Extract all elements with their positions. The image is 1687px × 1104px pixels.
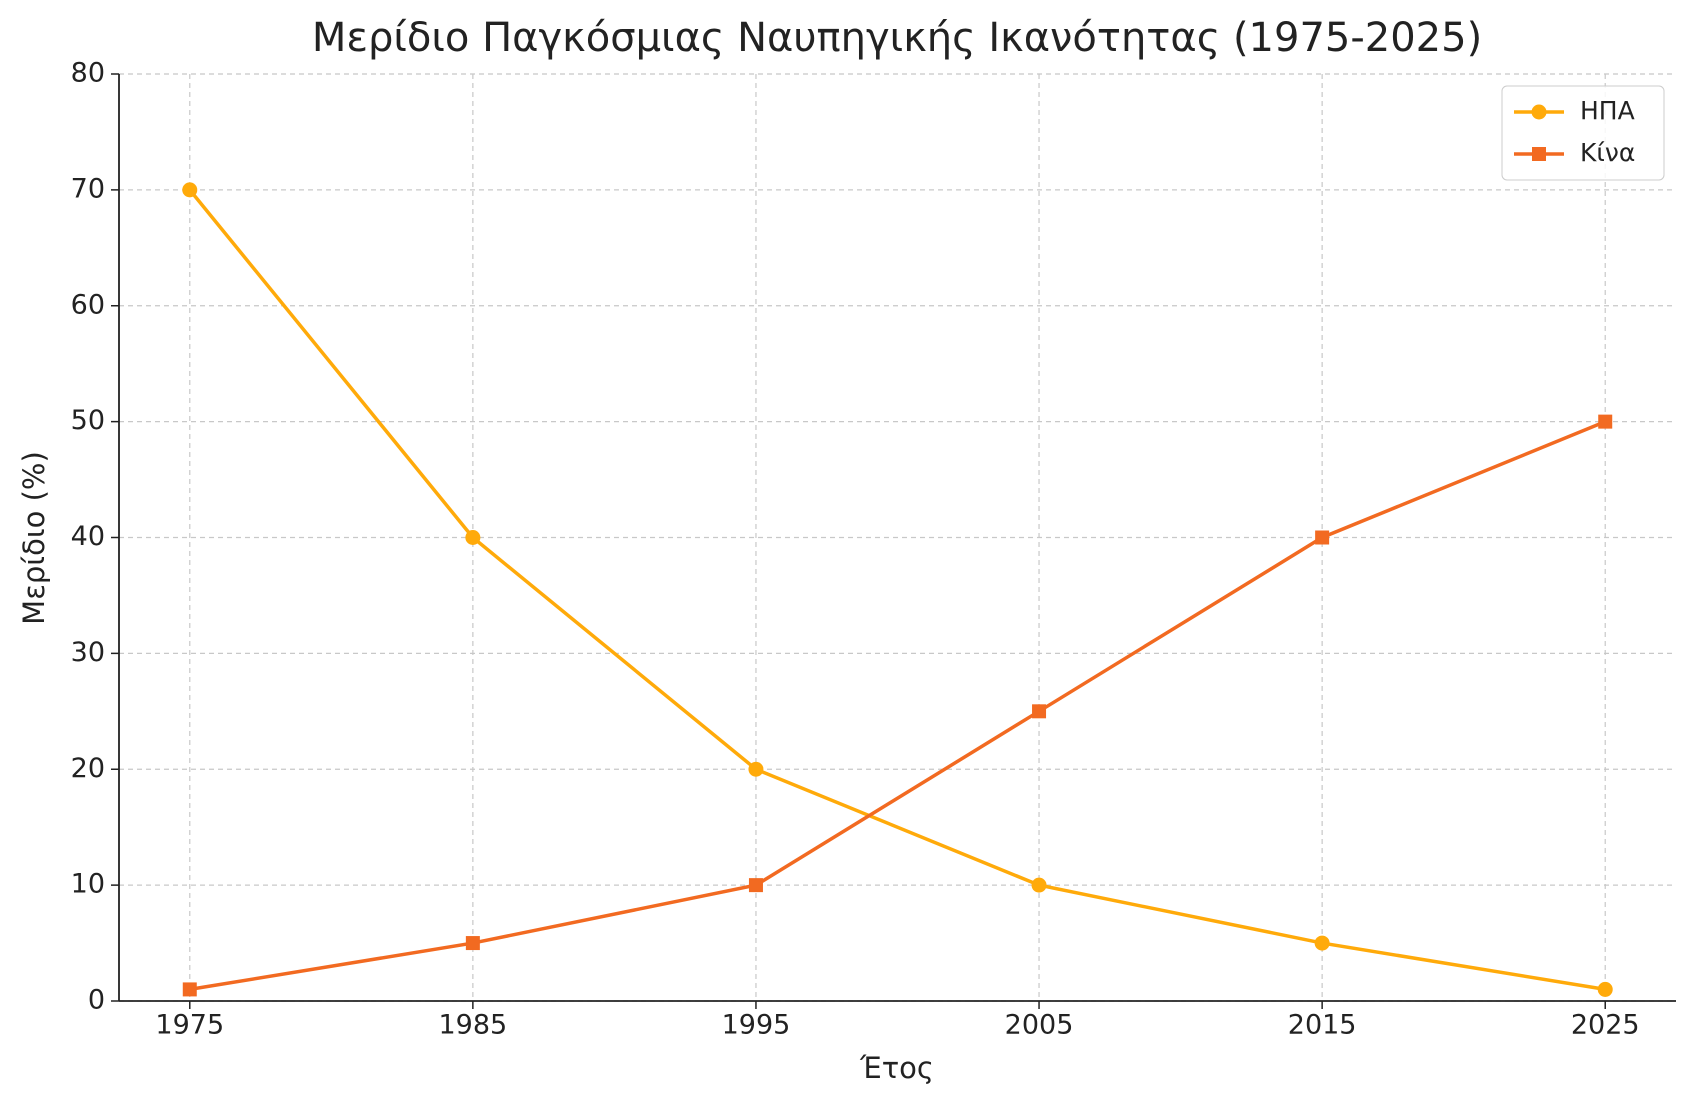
marker — [1031, 877, 1047, 893]
x-axis-label: Έτος — [859, 1051, 934, 1085]
marker — [182, 182, 198, 198]
marker — [465, 530, 481, 545]
y-tick-label: 30 — [71, 637, 105, 668]
y-tick-label: 80 — [71, 58, 105, 89]
marker — [1315, 530, 1330, 545]
x-tick-label: 2025 — [1571, 1010, 1640, 1041]
marker — [1531, 104, 1547, 120]
y-tick-label: 40 — [71, 521, 105, 552]
series-line — [189, 420, 1606, 992]
legend-label: ΗΠΑ — [1580, 96, 1635, 125]
marker — [1598, 414, 1613, 429]
marker — [1032, 704, 1047, 719]
x-tick-label: 2015 — [1288, 1010, 1357, 1041]
y-tick-label: 20 — [71, 753, 105, 784]
y-tick-label: 60 — [71, 289, 105, 320]
x-tick-label: 1995 — [722, 1010, 791, 1041]
y-tick-label: 70 — [71, 173, 105, 204]
marker — [1532, 147, 1546, 161]
marker — [1314, 935, 1330, 951]
marker — [182, 982, 197, 997]
series-line — [188, 188, 1606, 992]
marker — [748, 878, 763, 893]
marker — [1597, 981, 1613, 997]
y-tick-label: 10 — [71, 869, 105, 900]
x-tick-label: 1985 — [439, 1010, 508, 1041]
chart-title: Μερίδιο Παγκόσμιας Ναυπηγικής Ικανότητας… — [312, 15, 1482, 61]
x-tick-label: 1975 — [155, 1010, 224, 1041]
marker — [465, 936, 480, 951]
x-tick-label: 2005 — [1005, 1010, 1074, 1041]
y-axis-label: Μερίδιο (%) — [17, 451, 51, 625]
legend-label: Κίνα — [1580, 138, 1635, 167]
y-tick-label: 0 — [88, 985, 105, 1016]
legend: ΗΠΑ Κίνα — [1501, 85, 1665, 181]
y-tick-label: 50 — [71, 405, 105, 436]
marker — [748, 761, 764, 777]
